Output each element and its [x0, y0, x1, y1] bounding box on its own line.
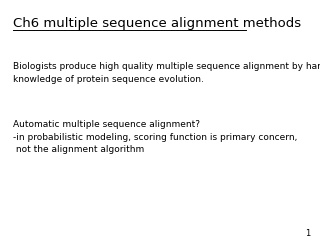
Text: Automatic multiple sequence alignment?
-in probabilistic modeling, scoring funct: Automatic multiple sequence alignment? -…: [13, 120, 297, 154]
Text: Ch6 multiple sequence alignment methods: Ch6 multiple sequence alignment methods: [13, 17, 301, 30]
Text: 1: 1: [305, 228, 310, 238]
Text: Biologists produce high quality multiple sequence alignment by hand using
knowle: Biologists produce high quality multiple…: [13, 62, 320, 84]
